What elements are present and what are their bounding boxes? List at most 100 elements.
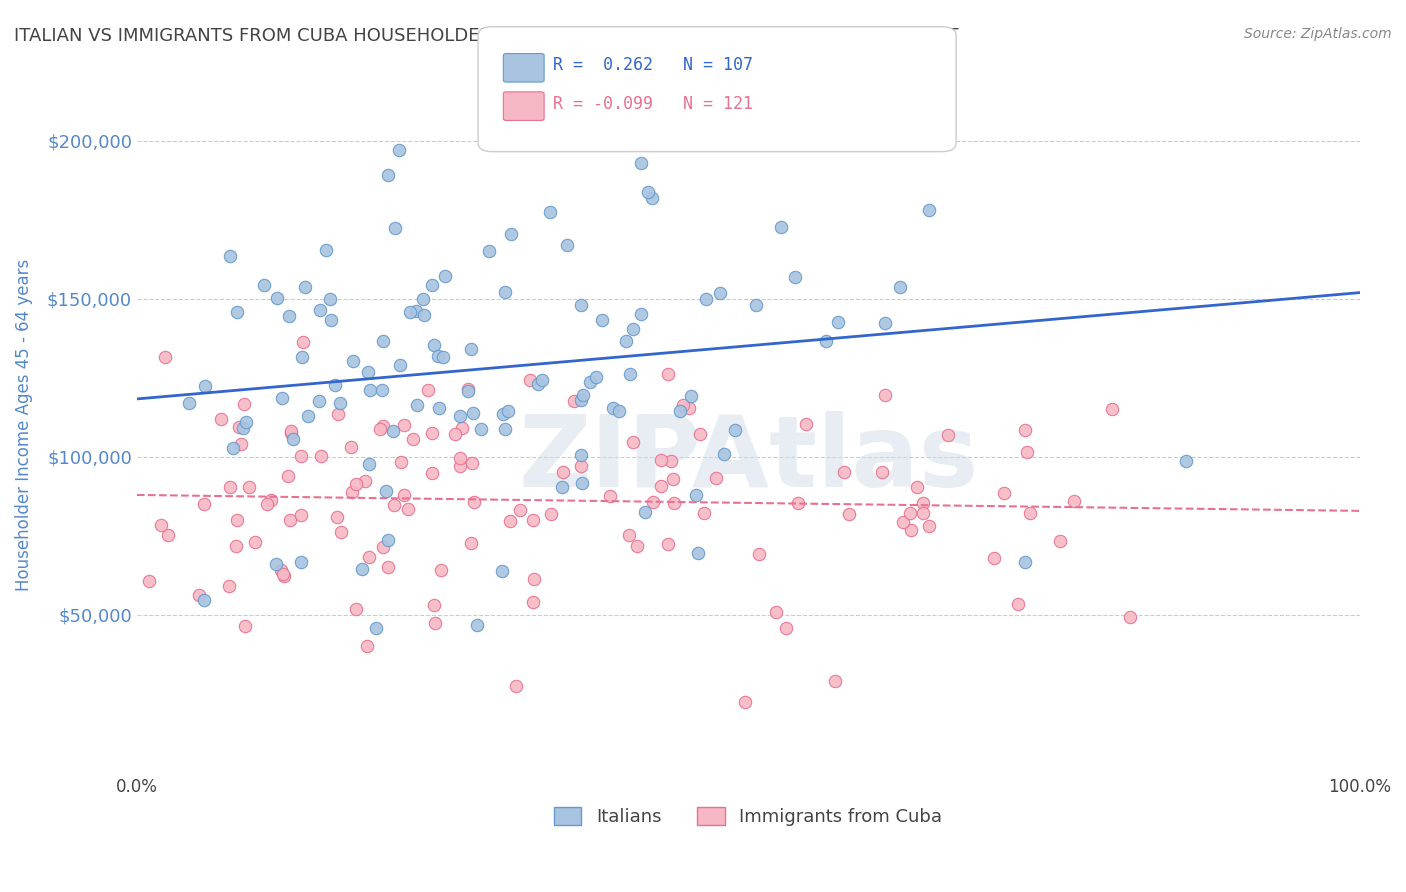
Point	[457, 383, 479, 397]
Point	[405, 304, 427, 318]
Point	[450, 421, 472, 435]
Point	[832, 465, 855, 479]
Point	[531, 373, 554, 387]
Text: R =  0.262   N = 107: R = 0.262 N = 107	[553, 56, 752, 74]
Point	[1063, 494, 1085, 508]
Point	[420, 277, 443, 292]
Point	[657, 537, 679, 551]
Point	[572, 387, 595, 401]
Point	[253, 277, 276, 292]
Point	[614, 334, 637, 349]
Point	[308, 393, 330, 408]
Point	[290, 449, 312, 463]
Point	[222, 441, 245, 455]
Point	[889, 279, 911, 293]
Point	[496, 404, 519, 418]
Point	[900, 523, 922, 537]
Point	[225, 539, 247, 553]
Point	[346, 476, 368, 491]
Point	[569, 298, 592, 312]
Point	[357, 365, 380, 379]
Point	[399, 304, 422, 318]
Point	[693, 506, 716, 520]
Point	[256, 497, 278, 511]
Point	[277, 309, 299, 323]
Point	[827, 315, 849, 329]
Point	[1119, 609, 1142, 624]
Point	[465, 618, 488, 632]
Point	[434, 268, 457, 283]
Point	[669, 404, 692, 418]
Point	[235, 415, 257, 429]
Point	[745, 298, 768, 312]
Point	[373, 419, 395, 434]
Point	[328, 395, 350, 409]
Point	[783, 270, 806, 285]
Point	[356, 640, 378, 654]
Point	[260, 492, 283, 507]
Point	[280, 426, 302, 441]
Point	[396, 502, 419, 516]
Point	[420, 466, 443, 480]
Point	[650, 479, 672, 493]
Point	[309, 303, 332, 318]
Point	[775, 621, 797, 635]
Point	[1174, 454, 1197, 468]
Point	[875, 387, 897, 401]
Point	[571, 476, 593, 491]
Point	[281, 432, 304, 446]
Point	[156, 528, 179, 542]
Point	[229, 437, 252, 451]
Point	[340, 440, 363, 454]
Point	[412, 308, 434, 322]
Point	[671, 398, 693, 412]
Point	[460, 535, 482, 549]
Point	[494, 422, 516, 436]
Point	[634, 505, 657, 519]
Point	[193, 592, 215, 607]
Point	[640, 191, 662, 205]
Legend: Italians, Immigrants from Cuba: Italians, Immigrants from Cuba	[547, 799, 949, 833]
Text: ITALIAN VS IMMIGRANTS FROM CUBA HOUSEHOLDER INCOME AGES 45 - 64 YEARS CORRELATIO: ITALIAN VS IMMIGRANTS FROM CUBA HOUSEHOL…	[14, 27, 959, 45]
Point	[374, 484, 396, 499]
Point	[426, 349, 449, 363]
Point	[326, 510, 349, 524]
Point	[918, 519, 941, 533]
Point	[449, 459, 471, 474]
Point	[688, 546, 710, 560]
Point	[402, 432, 425, 446]
Point	[824, 673, 846, 688]
Point	[796, 417, 818, 431]
Point	[444, 426, 467, 441]
Point	[709, 286, 731, 301]
Point	[695, 292, 717, 306]
Point	[873, 316, 896, 330]
Y-axis label: Householder Income Ages 45 - 64 years: Householder Income Ages 45 - 64 years	[15, 259, 32, 591]
Point	[344, 602, 367, 616]
Point	[329, 524, 352, 539]
Point	[724, 423, 747, 437]
Point	[569, 448, 592, 462]
Point	[917, 202, 939, 217]
Point	[689, 427, 711, 442]
Point	[368, 421, 391, 435]
Point	[423, 599, 446, 613]
Point	[769, 219, 792, 234]
Point	[179, 396, 201, 410]
Point	[499, 514, 522, 528]
Point	[457, 384, 479, 398]
Text: Source: ZipAtlas.com: Source: ZipAtlas.com	[1244, 27, 1392, 41]
Point	[427, 401, 450, 415]
Point	[219, 480, 242, 494]
Point	[630, 307, 652, 321]
Point	[340, 484, 363, 499]
Text: R = -0.099   N = 121: R = -0.099 N = 121	[553, 95, 752, 113]
Point	[470, 422, 492, 436]
Point	[449, 409, 471, 424]
Point	[270, 563, 292, 577]
Point	[602, 401, 624, 415]
Point	[392, 418, 415, 433]
Point	[392, 488, 415, 502]
Point	[607, 404, 630, 418]
Point	[278, 513, 301, 527]
